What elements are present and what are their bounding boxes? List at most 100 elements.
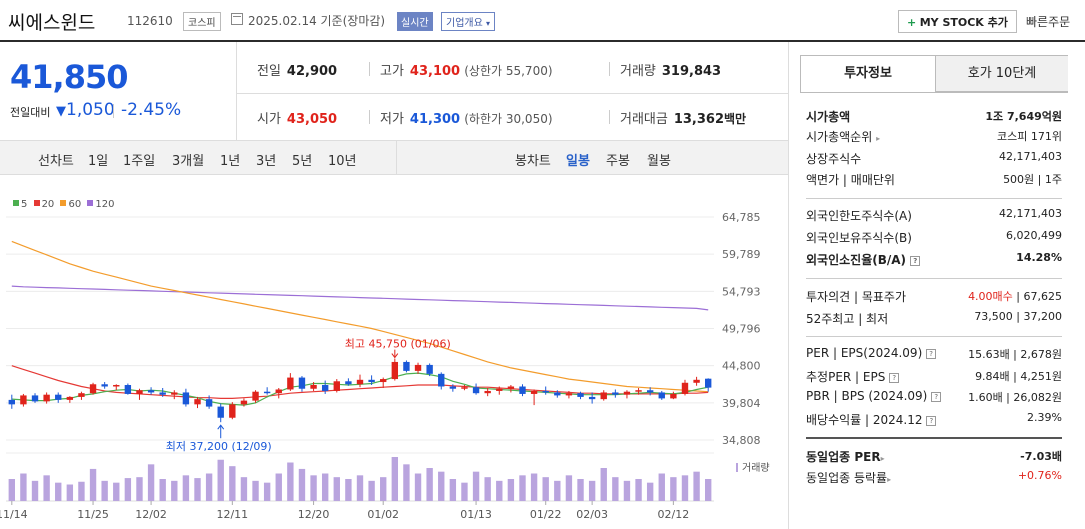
candle-monthly[interactable]: 월봉 bbox=[647, 154, 671, 169]
volume-bar bbox=[298, 468, 306, 501]
candle-body bbox=[658, 392, 665, 399]
caret-right-icon: ▸ bbox=[887, 475, 892, 484]
change-percent: -2.45% bbox=[121, 100, 182, 120]
quick-order-link[interactable]: 빠른주문 bbox=[1026, 15, 1071, 29]
upper-limit: (상한가 55,700) bbox=[464, 64, 553, 78]
company-info-dropdown[interactable]: 기업개요 ▾ bbox=[441, 12, 496, 31]
amount-value: 13,362 bbox=[673, 112, 725, 127]
plus-icon: + bbox=[907, 16, 917, 29]
ma20-swatch bbox=[33, 200, 40, 206]
listed-shares-value: 42,171,403 bbox=[999, 150, 1062, 163]
candle-body bbox=[66, 396, 74, 400]
volume-bar bbox=[229, 466, 236, 501]
candle-body bbox=[287, 377, 294, 390]
candle-body bbox=[43, 394, 50, 402]
est-per-label-wrap: 추정PER | EPS ? bbox=[806, 368, 900, 385]
cell-sep bbox=[369, 110, 370, 124]
cell-sep bbox=[609, 110, 610, 124]
market-cap-row: 시가총액 1조 7,649억원 bbox=[806, 108, 1062, 128]
candle-body bbox=[321, 385, 329, 391]
52w-row: 52주최고 | 최저 73,500 | 37,200 bbox=[806, 310, 1062, 330]
opinion-label: 투자의견 | 목표주가 bbox=[806, 290, 906, 304]
candle-body bbox=[171, 392, 178, 395]
add-mystock-label: MY STOCK 추가 bbox=[919, 16, 1008, 29]
candle-body bbox=[55, 394, 62, 400]
volume-bar bbox=[565, 475, 573, 501]
market-cap-rank-row[interactable]: 시가총액순위 ▸ 코스피 171위 bbox=[806, 128, 1062, 148]
ma120-swatch bbox=[87, 200, 94, 206]
rank-label-wrap: 시가총액순위 ▸ bbox=[806, 128, 880, 145]
caret-right-icon: ▸ bbox=[876, 134, 881, 143]
change-separator bbox=[113, 104, 114, 118]
candle-body bbox=[646, 390, 654, 393]
volume-bar bbox=[391, 457, 399, 501]
tab-invest-info[interactable]: 투자정보 bbox=[801, 56, 935, 92]
candle-body bbox=[635, 390, 642, 392]
opinion-value-wrap: 4.00매수 | 67,625 bbox=[968, 288, 1062, 304]
price-chart[interactable]: 64,785 59,789 54,793 49,796 44,800 39,804 34,8… bbox=[0, 205, 788, 529]
candle-body bbox=[333, 381, 340, 391]
period-1y[interactable]: 1년 bbox=[220, 154, 241, 169]
candle-body bbox=[229, 404, 236, 418]
volume-bar bbox=[635, 479, 642, 501]
period-1w[interactable]: 1주일 bbox=[123, 154, 156, 169]
tab-orderbook[interactable]: 호가 10단계 bbox=[935, 56, 1068, 92]
caret-right-icon: ▸ bbox=[880, 454, 885, 463]
volume-bar bbox=[240, 477, 248, 501]
candle-body bbox=[507, 386, 515, 389]
low-label: 저가 bbox=[380, 112, 404, 127]
period-10y[interactable]: 10년 bbox=[328, 154, 357, 169]
volume-bar bbox=[8, 479, 15, 501]
est-per-value: 9.84배 | 4,251원 bbox=[975, 370, 1062, 383]
candle-body bbox=[345, 381, 352, 385]
candle-body bbox=[298, 377, 306, 389]
period-1d[interactable]: 1일 bbox=[88, 154, 109, 169]
pbr-label: PBR | BPS (2024.09) bbox=[806, 389, 928, 403]
candle-body bbox=[89, 384, 97, 394]
candle-body bbox=[101, 384, 108, 387]
volume-bar bbox=[681, 475, 689, 501]
industry-per-row[interactable]: 동일업종 PER▸ -7.03배 bbox=[806, 448, 1062, 468]
candle-weekly[interactable]: 주봉 bbox=[606, 154, 630, 169]
candle-body bbox=[612, 392, 619, 395]
volume-bar bbox=[496, 480, 503, 501]
candle-body bbox=[403, 361, 410, 371]
market-cap-label: 시가총액 bbox=[806, 110, 851, 124]
candle-body bbox=[275, 389, 282, 394]
volume-label: 거래량 bbox=[742, 462, 770, 474]
market-cap-value: 1조 7,649억원 bbox=[985, 110, 1062, 123]
candle-body bbox=[530, 390, 538, 394]
period-3y[interactable]: 3년 bbox=[256, 154, 277, 169]
help-icon[interactable]: ? bbox=[889, 372, 900, 383]
volume-bar bbox=[588, 480, 596, 501]
industry-change-row[interactable]: 동일업종 등락률▸ +0.76% bbox=[806, 469, 1062, 489]
candle-body bbox=[124, 385, 132, 394]
candle-body bbox=[461, 387, 468, 389]
sidebar-sep bbox=[806, 336, 1062, 337]
candle-body bbox=[438, 373, 445, 387]
candle-body bbox=[391, 361, 399, 380]
help-icon[interactable]: ? bbox=[910, 255, 921, 266]
dividend-row: 배당수익률 | 2024.12 ? 2.39% bbox=[806, 411, 1062, 431]
period-5y[interactable]: 5년 bbox=[292, 154, 313, 169]
help-icon[interactable]: ? bbox=[926, 415, 937, 426]
help-icon[interactable]: ? bbox=[931, 391, 942, 402]
volume-bar bbox=[113, 482, 120, 501]
industry-per-label-wrap: 동일업종 PER▸ bbox=[806, 448, 885, 465]
low-arrow-head bbox=[217, 424, 225, 430]
candle-body bbox=[20, 395, 27, 405]
x-tick-label: 02/12 bbox=[658, 508, 690, 521]
pbr-row: PBR | BPS (2024.09) ? 1.60배 | 26,082원 bbox=[806, 389, 1062, 409]
candle-body bbox=[600, 392, 607, 400]
period-3m[interactable]: 3개월 bbox=[172, 154, 205, 169]
per-value: 15.63배 | 2,678원 bbox=[968, 348, 1062, 361]
add-mystock-button[interactable]: + MY STOCK 추가 bbox=[898, 10, 1017, 33]
help-icon[interactable]: ? bbox=[926, 348, 937, 359]
candle-daily[interactable]: 일봉 bbox=[566, 154, 590, 169]
high-arrow-head bbox=[391, 353, 399, 359]
candle-body bbox=[484, 390, 491, 394]
chevron-down-icon: ▾ bbox=[486, 19, 491, 28]
volume: 거래량 319,843 bbox=[620, 60, 721, 79]
realtime-button[interactable]: 실시간 bbox=[397, 12, 433, 31]
candle-body bbox=[194, 399, 201, 405]
